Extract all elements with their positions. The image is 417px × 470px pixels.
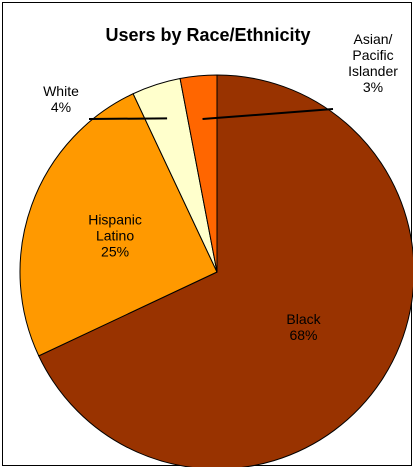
leader-line [202,108,334,121]
slice-label-line: 68% [289,327,317,343]
chart-frame: Users by Race/Ethnicity Black 68% Hispanic… [2,2,413,467]
slice-label-line: 4% [51,99,71,115]
slice-label-line: Asian/ [354,31,393,47]
pie-slices [19,74,413,467]
pie-slice-hispanic-latino [19,93,218,357]
leader-lines [88,108,334,121]
slice-label-line: Latino [96,227,134,243]
slice-label-line: 3% [363,79,383,95]
slice-label-line: Hispanic [88,211,142,227]
pie-slice-black [38,74,413,467]
leader-line [88,117,168,120]
slice-label-line: Islander [348,63,398,79]
chart-title: Users by Race/Ethnicity [105,25,310,45]
slice-label-line: 25% [101,243,129,259]
pie-slice-asian-pacific-islander [179,74,218,273]
slice-label-line: Black [286,311,321,327]
slice-label-line: White [43,83,79,99]
slice-label-line: Pacific [352,47,393,63]
